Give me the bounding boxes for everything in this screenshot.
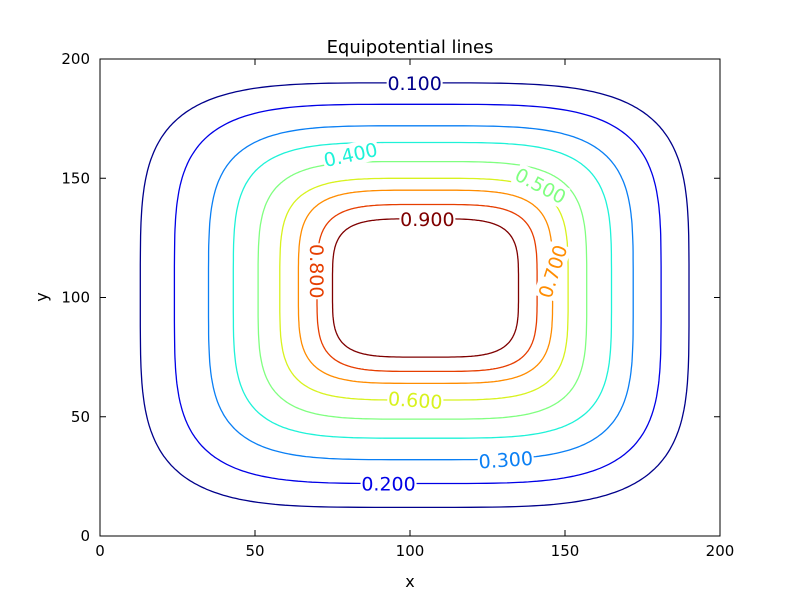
contour-label-background [399,207,456,230]
x-tick-label: 0 [95,542,105,560]
contour-label-background [386,387,445,413]
contour-line [139,82,690,509]
y-axis-label: y [32,292,51,301]
x-tick-label: 100 [396,542,425,560]
contour-label: 0.500 [511,164,569,209]
y-tick-label: 100 [61,289,90,307]
y-tick-label: 200 [61,50,90,68]
x-axis-ticks: 0 50 100 150 200 [95,59,734,560]
contour-line [232,141,613,439]
contour-label: 0.300 [478,448,534,474]
contour-line [297,189,554,385]
y-axis-ticks: 0 50 100 150 200 [61,50,720,545]
contour-label-background [320,137,381,172]
contour-line [173,103,662,485]
contour-label: 0.100 [387,73,441,95]
contour-label-background [477,446,535,473]
contour-label-background [360,472,417,495]
x-tick-label: 200 [706,542,735,560]
contour-label-background [386,71,443,94]
contour-label: 0.700 [535,242,573,301]
x-tick-label: 50 [245,542,264,560]
contour-label-background [510,162,571,209]
contour-label-background [306,243,328,300]
x-axis-label: x [405,572,414,591]
y-tick-label: 150 [61,169,90,187]
y-tick-label: 50 [71,408,90,426]
plot-frame [99,58,721,537]
contour-label: 0.900 [400,209,454,231]
contour-labels: 0.1000.2000.3000.4000.5000.6000.7000.800… [305,71,573,496]
contour-line [257,160,588,420]
chart-title: Equipotential lines [327,37,494,58]
contour-label: 0.600 [387,388,443,414]
y-tick-label: 0 [80,527,90,545]
contour-line [207,125,634,461]
contour-lines [139,82,690,509]
contour-label: 0.800 [305,244,327,298]
x-tick-label: 150 [551,542,580,560]
contour-line [331,218,520,358]
contour-label: 0.200 [361,474,415,496]
contour-label-background [533,241,572,302]
